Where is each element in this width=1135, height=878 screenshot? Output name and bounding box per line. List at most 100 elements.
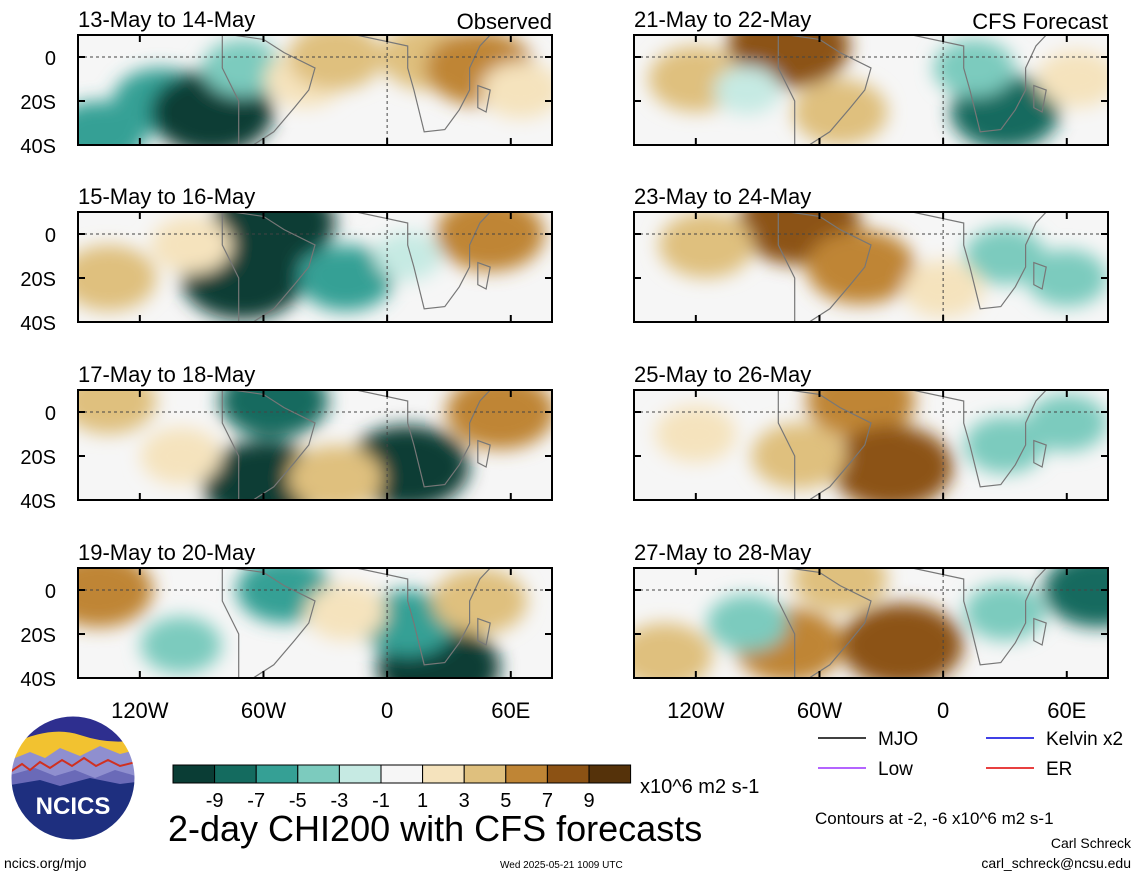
y-tick-label: 20S (20, 447, 56, 469)
y-tick-label: 40S (20, 669, 56, 691)
anomaly-blob (658, 212, 754, 278)
coastline (1033, 84, 1047, 113)
map-panel: 23-May to 24-May (633, 184, 1109, 323)
anomaly-blob (964, 227, 1046, 285)
panel-frame (77, 567, 553, 679)
panel-title: 25-May to 26-May (634, 362, 811, 387)
anomaly-blob (288, 445, 384, 500)
anomaly-blob (902, 260, 984, 318)
panel-title: 13-May to 14-May (78, 7, 255, 32)
logo-text: NCICS (36, 793, 111, 820)
y-tick-label: 0 (45, 48, 56, 70)
x-tick-label: 120W (667, 698, 725, 723)
anomaly-blob (305, 583, 387, 641)
panel-frame (77, 211, 553, 323)
coastline (356, 35, 492, 133)
coastline (912, 390, 1048, 488)
contour-note: Contours at -2, -6 x10^6 m2 s-1 (815, 809, 1054, 828)
anomaly-blob (806, 229, 916, 305)
x-tick-label: 0 (937, 698, 949, 723)
main-title: 2-day CHI200 with CFS forecasts (168, 808, 702, 849)
anomaly-blob (219, 390, 329, 439)
panel-title: 19-May to 20-May (78, 540, 255, 565)
anomaly-blob (706, 594, 788, 652)
colorbar-units: x10^6 m2 s-1 (640, 776, 759, 798)
anomaly-blob (298, 245, 394, 311)
colorbar-swatch (463, 764, 507, 784)
anomaly-blob (445, 390, 552, 450)
colorbar-tick-label: -1 (372, 790, 390, 812)
coastline (356, 390, 492, 488)
colorbar-swatch (505, 764, 548, 784)
panel-title: 27-May to 28-May (634, 540, 811, 565)
colorbar-tick-label: -9 (206, 790, 224, 812)
legend-label-low: Low (878, 759, 913, 780)
panel-frame (633, 389, 1109, 501)
y-tick-label: 0 (45, 581, 56, 603)
colorbar-swatch (338, 764, 382, 784)
legend-label-er: ER (1046, 759, 1072, 780)
colorbar-swatch (297, 764, 340, 784)
map-panel: 27-May to 28-May (633, 540, 1109, 679)
anomaly-blob (964, 583, 1046, 641)
panel-column-label: Observed (457, 9, 552, 34)
map-panel: 15-May to 16-May (77, 184, 553, 323)
y-tick-label: 0 (45, 225, 56, 247)
coastline (1033, 439, 1047, 468)
coastline (912, 35, 1048, 133)
anomaly-blob (634, 623, 713, 678)
colorbar-tick-label: 3 (459, 790, 470, 812)
map-panel: 13-May to 14-May Observed (77, 7, 553, 146)
y-tick-label: 20S (20, 92, 56, 114)
anomaly-blob (655, 405, 737, 463)
anomaly-blob (1036, 50, 1108, 108)
anomaly-blob (1026, 249, 1108, 307)
coastline (477, 439, 491, 468)
panel-title: 21-May to 22-May (634, 7, 811, 32)
coastline (356, 212, 492, 310)
coastline (477, 84, 491, 113)
map-panel: 25-May to 26-May (633, 362, 1109, 501)
anomaly-blob (140, 427, 222, 485)
map-panel: 19-May to 20-May (77, 540, 553, 679)
panels-layer: 13-May to 14-May Observed 15-May to 16-May… (77, 7, 1109, 679)
panel-column-label: CFS Forecast (972, 9, 1108, 34)
anomaly-blob (751, 423, 847, 489)
x-tick-labels: 120W 60W 0 60E 120W 60W 0 60E (111, 698, 1086, 723)
anomaly-blob (830, 425, 954, 500)
panel-frame (633, 211, 1109, 323)
coastline (356, 568, 492, 666)
colorbar-swatch (380, 764, 424, 784)
anomaly-blob (435, 212, 545, 272)
ncics-logo: NCICS (10, 715, 136, 841)
anomaly-blob (288, 35, 384, 90)
anomaly-blob (140, 616, 222, 674)
panel-title: 17-May to 18-May (78, 362, 255, 387)
y-tick-label: 40S (20, 136, 56, 158)
y-tick-labels: 0 20S 40S 0 20S 40S 0 20S 40S 0 20S 40S (20, 48, 56, 691)
panel-title: 15-May to 16-May (78, 184, 255, 209)
coastline (1033, 617, 1047, 646)
x-tick-label: 60W (241, 698, 286, 723)
anomaly-blob (480, 61, 552, 119)
footer-email: carl_schreck@ncsu.edu (981, 855, 1131, 871)
panel-frame (77, 389, 553, 501)
anomaly-blob (840, 603, 964, 678)
colorbar-tick-label: 9 (583, 790, 594, 812)
colorbar-swatch (422, 764, 465, 784)
anomaly-blob (78, 101, 147, 145)
y-tick-label: 40S (20, 491, 56, 513)
coastline (1033, 261, 1047, 290)
colorbar-tick-label: -3 (331, 790, 349, 812)
anomaly-blob (212, 212, 336, 265)
colorbar-tick-label: -5 (289, 790, 307, 812)
x-tick-label: 60W (797, 698, 842, 723)
colorbar-swatch (546, 764, 590, 784)
footer-author: Carl Schreck (1051, 835, 1132, 851)
legend: MJO Kelvin x2 Low ER Contours at -2, -6 … (815, 729, 1123, 828)
colorbar-swatch (172, 764, 216, 784)
panel-title: 23-May to 24-May (634, 184, 811, 209)
anomaly-blob (432, 568, 528, 634)
colorbar-tick-label: -7 (247, 790, 265, 812)
